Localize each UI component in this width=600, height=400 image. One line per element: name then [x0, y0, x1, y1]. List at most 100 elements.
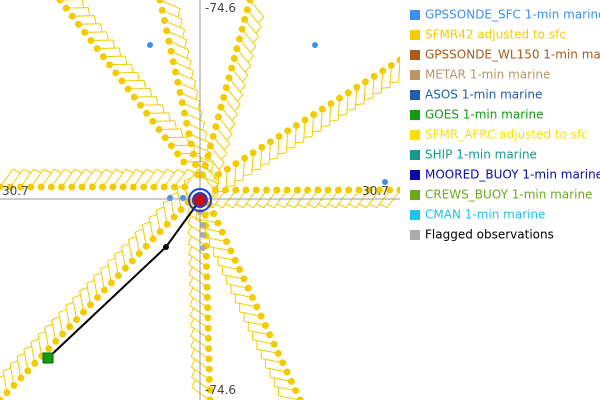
barb-flag — [23, 345, 32, 350]
obs-dot — [210, 210, 218, 218]
barb — [163, 168, 178, 188]
obs-dot — [253, 303, 261, 311]
barb-flag — [190, 359, 196, 368]
barb-flag — [161, 104, 165, 113]
legend-label: MOORED_BUOY 1-min marine — [425, 168, 600, 182]
barb — [91, 168, 106, 188]
barb — [106, 261, 112, 283]
barb-flag — [84, 168, 93, 174]
obs-dot — [252, 186, 260, 194]
barb — [37, 334, 43, 357]
obs-dot — [227, 247, 235, 255]
barb-flag — [125, 168, 134, 174]
barb — [213, 255, 236, 261]
obs-dot — [119, 183, 127, 191]
barb-flag — [381, 86, 390, 89]
barb-flag — [260, 163, 270, 166]
obs-dot — [249, 294, 256, 301]
barb-flag — [121, 243, 130, 248]
barb-flag — [118, 47, 122, 56]
obs-dot — [258, 143, 266, 151]
obs-dot — [31, 359, 39, 367]
barb — [177, 152, 200, 155]
obs-dot — [205, 345, 213, 353]
barb-flag — [221, 153, 228, 160]
barb — [184, 112, 205, 123]
obs-dot — [336, 94, 344, 102]
barb — [173, 61, 194, 72]
barb-flag — [143, 80, 146, 89]
barb-flag — [190, 338, 195, 347]
obs-dot — [204, 324, 212, 332]
barb-flag — [211, 162, 214, 171]
barb — [210, 145, 225, 164]
barb — [112, 168, 127, 188]
obs-dot — [353, 83, 361, 91]
barb-flag — [217, 190, 226, 193]
barb-flag — [142, 221, 150, 226]
barb — [248, 330, 270, 336]
barb-flag — [177, 8, 181, 17]
legend-swatch — [410, 150, 420, 160]
barb — [217, 264, 240, 271]
center — [192, 192, 208, 208]
barb — [259, 147, 263, 170]
track-point — [163, 244, 169, 250]
obs-dot — [287, 377, 295, 385]
barb — [220, 106, 236, 125]
barb — [127, 239, 133, 261]
center-ring — [188, 188, 212, 212]
obs-dot — [284, 127, 292, 135]
obs-dot — [17, 183, 25, 191]
obs-dot — [231, 256, 239, 264]
barb-flag — [187, 236, 193, 245]
barb — [90, 39, 113, 41]
legend-label: CREWS_BUOY 1-min marine — [425, 188, 592, 202]
top-label: -74.6 — [205, 1, 236, 15]
obs-dot — [150, 183, 158, 191]
barb — [225, 87, 241, 106]
barb — [235, 302, 257, 308]
barb-flag — [199, 111, 203, 120]
obs-dot — [99, 183, 107, 191]
barb-flag — [81, 0, 85, 8]
legend-swatch — [410, 230, 420, 240]
obs-dot — [217, 103, 225, 111]
barb — [256, 348, 279, 354]
obs-dot — [205, 355, 213, 363]
barb-flag — [191, 369, 196, 378]
obs-dot — [204, 152, 212, 160]
obs-dot — [301, 116, 309, 124]
obs-dot — [283, 186, 291, 194]
barb — [294, 125, 297, 148]
obs-dot — [304, 186, 312, 194]
barb-flag — [255, 26, 262, 34]
obs-dot — [240, 275, 248, 283]
obs-dot — [266, 331, 274, 339]
obs-dot — [293, 186, 301, 194]
barb-flag — [188, 60, 192, 69]
sonde-dot — [312, 42, 318, 48]
barb-flag — [347, 108, 356, 111]
barb — [303, 119, 306, 142]
barb-flag — [188, 267, 193, 275]
obs-dot — [206, 386, 214, 394]
barb-flag — [256, 203, 265, 209]
barb-flag — [318, 203, 326, 209]
obs-dot — [324, 186, 332, 194]
barb — [58, 312, 64, 335]
barb — [162, 9, 183, 20]
barb — [30, 168, 45, 188]
obs-dot — [112, 69, 120, 77]
barb-flag — [112, 39, 115, 48]
left-label: 30.7 — [2, 184, 29, 198]
obs-dot — [275, 132, 283, 140]
obs-dot — [130, 93, 138, 101]
obs-dot — [172, 68, 180, 76]
barb-flag — [266, 203, 275, 209]
barb — [133, 168, 147, 188]
barb — [20, 168, 34, 188]
obs-dot — [78, 183, 86, 191]
obs-dot — [176, 89, 184, 96]
